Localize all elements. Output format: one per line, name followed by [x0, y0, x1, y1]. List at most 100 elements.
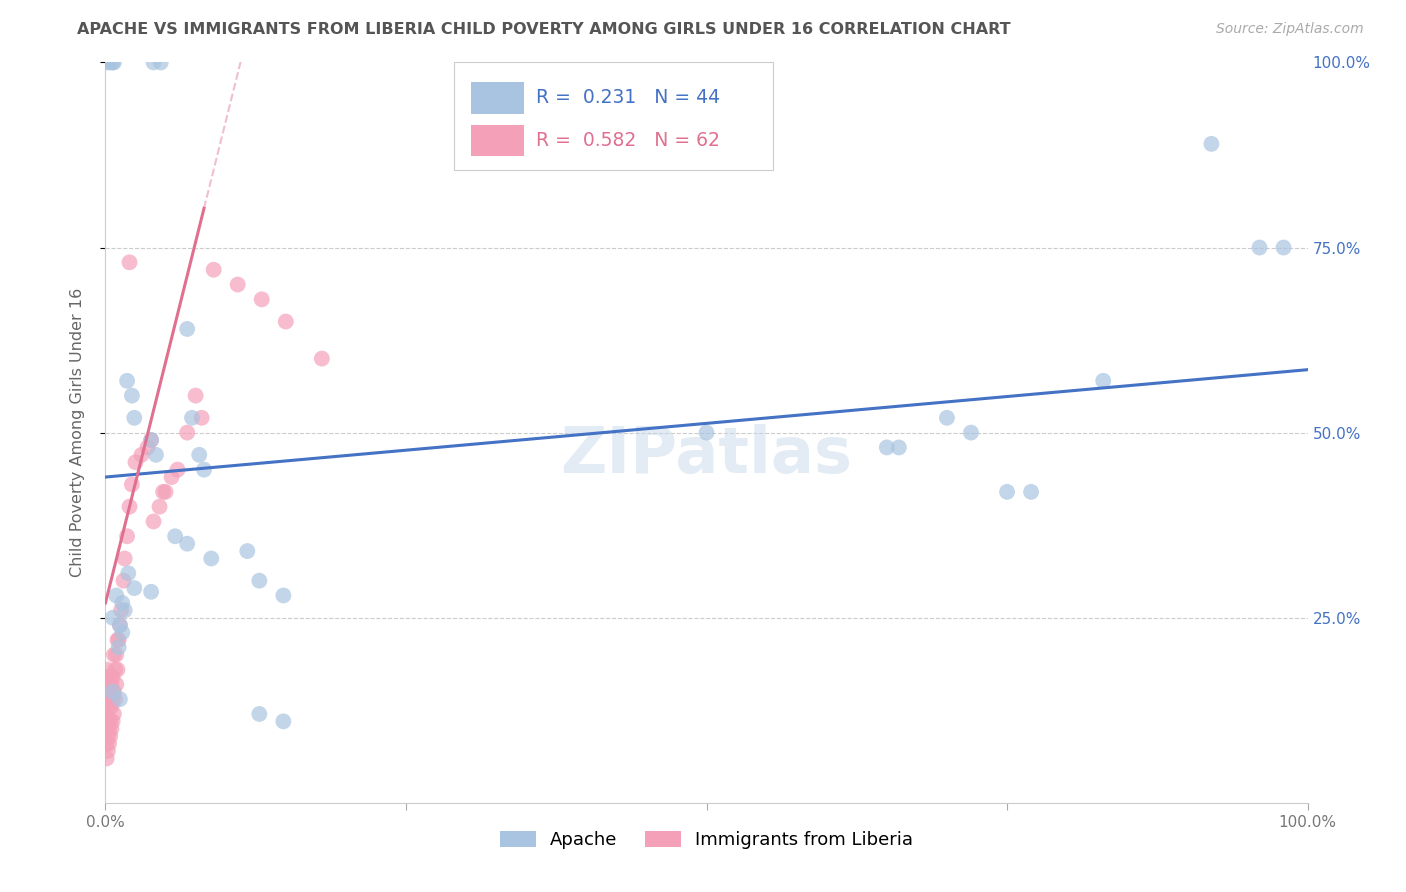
- Point: [200, 551, 222, 566]
- Point: [121, 477, 143, 491]
- Point: [98, 737, 121, 751]
- Point: [115, 529, 138, 543]
- Point: [160, 470, 183, 484]
- Text: Source: ZipAtlas.com: Source: ZipAtlas.com: [1216, 22, 1364, 37]
- FancyBboxPatch shape: [471, 125, 524, 156]
- Point: [887, 441, 910, 455]
- Point: [103, 706, 125, 721]
- Point: [98, 670, 121, 684]
- Point: [145, 448, 167, 462]
- Point: [193, 462, 215, 476]
- Point: [118, 255, 141, 269]
- Point: [108, 618, 131, 632]
- Point: [98, 722, 121, 736]
- Point: [247, 574, 270, 588]
- Point: [96, 663, 118, 677]
- Point: [184, 388, 207, 402]
- Point: [124, 581, 146, 595]
- Point: [124, 455, 146, 469]
- Point: [101, 610, 124, 624]
- Point: [97, 744, 120, 758]
- Point: [876, 441, 898, 455]
- Point: [118, 500, 141, 514]
- Point: [273, 714, 295, 729]
- Point: [139, 433, 162, 447]
- Point: [696, 425, 718, 440]
- Point: [98, 714, 121, 729]
- Point: [936, 410, 959, 425]
- Point: [250, 293, 273, 307]
- Point: [108, 692, 131, 706]
- Point: [1249, 240, 1271, 255]
- Point: [152, 484, 174, 499]
- Point: [98, 729, 121, 743]
- Y-axis label: Child Poverty Among Girls Under 16: Child Poverty Among Girls Under 16: [70, 288, 84, 577]
- Point: [166, 462, 188, 476]
- Point: [97, 714, 120, 729]
- Point: [181, 410, 204, 425]
- Point: [98, 55, 121, 70]
- Point: [97, 55, 120, 70]
- Text: R =  0.582   N = 62: R = 0.582 N = 62: [536, 130, 720, 150]
- Point: [101, 685, 124, 699]
- Point: [139, 433, 162, 447]
- Point: [105, 648, 128, 662]
- Point: [100, 677, 122, 691]
- Point: [103, 685, 125, 699]
- Point: [176, 425, 198, 440]
- Point: [117, 566, 139, 581]
- Point: [96, 722, 118, 736]
- Point: [142, 515, 165, 529]
- Point: [139, 584, 162, 599]
- Point: [98, 692, 121, 706]
- Text: APACHE VS IMMIGRANTS FROM LIBERIA CHILD POVERTY AMONG GIRLS UNDER 16 CORRELATION: APACHE VS IMMIGRANTS FROM LIBERIA CHILD …: [77, 22, 1011, 37]
- Point: [103, 55, 125, 70]
- FancyBboxPatch shape: [454, 62, 773, 169]
- FancyBboxPatch shape: [471, 82, 524, 113]
- Point: [311, 351, 333, 366]
- Point: [995, 484, 1018, 499]
- Point: [101, 55, 124, 70]
- Point: [97, 670, 120, 684]
- Point: [960, 425, 983, 440]
- Point: [131, 448, 153, 462]
- Point: [165, 529, 187, 543]
- Point: [273, 589, 295, 603]
- Point: [124, 410, 146, 425]
- Point: [1201, 136, 1223, 151]
- Point: [96, 685, 118, 699]
- Point: [190, 410, 212, 425]
- Point: [114, 551, 136, 566]
- Text: ZIPatlas: ZIPatlas: [561, 424, 852, 486]
- Point: [1019, 484, 1042, 499]
- Point: [247, 706, 270, 721]
- Point: [105, 589, 128, 603]
- Point: [1272, 240, 1295, 255]
- Legend: Apache, Immigrants from Liberia: Apache, Immigrants from Liberia: [492, 824, 921, 856]
- Point: [111, 596, 134, 610]
- Point: [112, 574, 135, 588]
- Point: [176, 322, 198, 336]
- Point: [96, 737, 118, 751]
- Point: [114, 603, 136, 617]
- Point: [226, 277, 249, 292]
- Point: [96, 751, 118, 765]
- Point: [108, 618, 131, 632]
- Point: [104, 663, 127, 677]
- Point: [188, 448, 211, 462]
- Point: [105, 677, 128, 691]
- Point: [100, 722, 122, 736]
- Point: [274, 314, 297, 328]
- Point: [155, 484, 177, 499]
- Point: [97, 692, 120, 706]
- Text: R =  0.231   N = 44: R = 0.231 N = 44: [536, 88, 720, 107]
- Point: [100, 699, 122, 714]
- Point: [107, 632, 129, 647]
- Point: [107, 632, 129, 647]
- Point: [236, 544, 259, 558]
- Point: [104, 692, 127, 706]
- Point: [149, 55, 172, 70]
- Point: [136, 441, 159, 455]
- Point: [103, 648, 125, 662]
- Point: [121, 388, 143, 402]
